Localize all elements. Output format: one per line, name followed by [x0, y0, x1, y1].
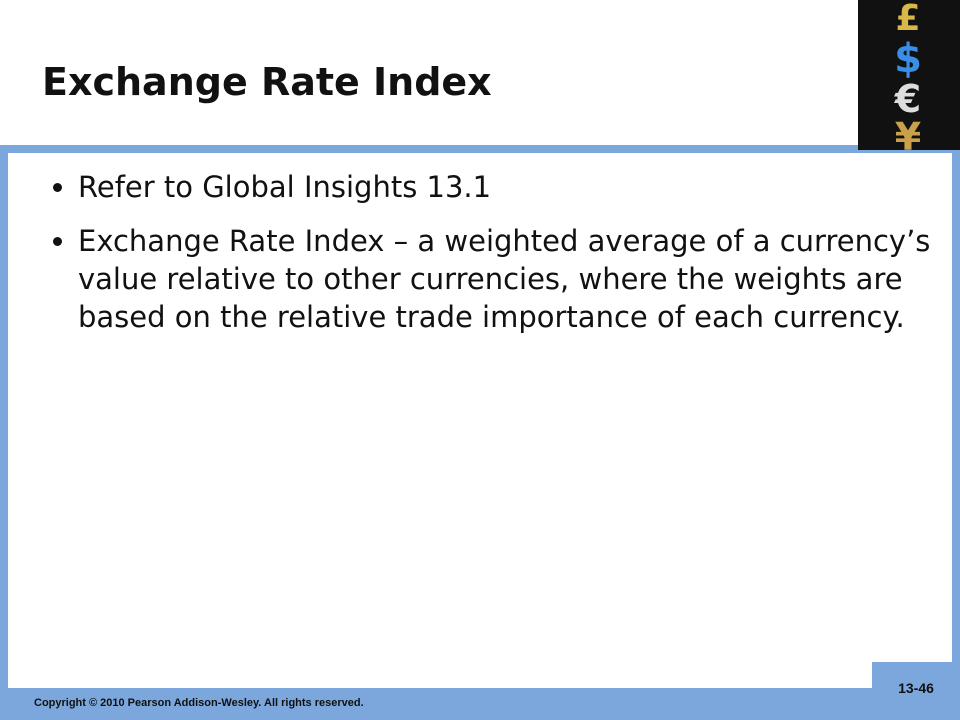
currency-icon: £ $ € ¥ [858, 0, 960, 150]
slide-title: Exchange Rate Index [42, 60, 492, 104]
copyright: Copyright © 2010 Pearson Addison-Wesley.… [34, 697, 364, 709]
bullet-list: Refer to Global Insights 13.1 Exchange R… [40, 168, 958, 352]
bullet: Exchange Rate Index – a weighted average… [78, 222, 958, 336]
page-number: 13-46 [898, 680, 934, 696]
bullet: Refer to Global Insights 13.1 [78, 168, 958, 206]
header-band [0, 0, 960, 145]
svg-text:$: $ [894, 36, 922, 82]
content-panel [8, 153, 952, 688]
svg-text:¥: ¥ [895, 115, 921, 150]
page-box [872, 662, 960, 720]
svg-text:£: £ [895, 0, 920, 39]
svg-text:€: € [894, 77, 921, 121]
